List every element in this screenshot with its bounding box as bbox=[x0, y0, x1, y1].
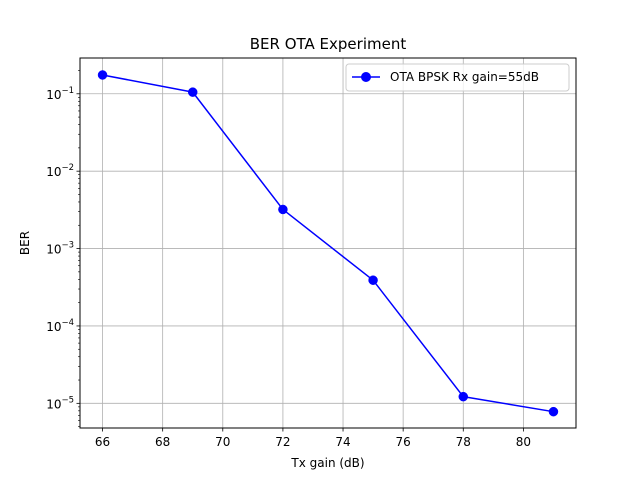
y-tick-base: 10 bbox=[46, 397, 61, 411]
y-tick-exponent: −5 bbox=[61, 395, 74, 405]
x-tick-label: 70 bbox=[215, 435, 230, 449]
y-tick-label: 10−5 bbox=[46, 395, 74, 411]
x-tick-label: 66 bbox=[95, 435, 110, 449]
grid bbox=[80, 58, 576, 428]
y-tick-base: 10 bbox=[46, 165, 61, 179]
y-tick-label: 10−3 bbox=[46, 241, 74, 257]
legend-entry: OTA BPSK Rx gain=55dB bbox=[390, 70, 539, 84]
plot-frame bbox=[79, 57, 577, 429]
y-tick-base: 10 bbox=[46, 320, 61, 334]
data-point bbox=[97, 70, 108, 80]
y-tick-base: 10 bbox=[46, 243, 61, 257]
y-tick-base: 10 bbox=[46, 88, 61, 102]
x-tick-label: 74 bbox=[335, 435, 350, 449]
x-tick-label: 76 bbox=[396, 435, 411, 449]
y-tick-exponent: −2 bbox=[61, 163, 74, 173]
legend-marker bbox=[361, 72, 371, 82]
x-tick-label: 78 bbox=[456, 435, 471, 449]
y-tick-label: 10−1 bbox=[46, 86, 74, 102]
series-layer bbox=[97, 70, 559, 417]
data-point bbox=[278, 204, 288, 215]
data-point bbox=[368, 275, 378, 285]
y-axis-label: BER bbox=[18, 231, 32, 255]
y-tick-exponent: −4 bbox=[61, 318, 74, 328]
y-tick-label: 10−2 bbox=[46, 163, 74, 179]
data-point bbox=[548, 406, 559, 417]
data-point bbox=[458, 391, 469, 402]
x-tick-label: 80 bbox=[516, 435, 531, 449]
data-point bbox=[187, 87, 198, 97]
chart-title: BER OTA Experiment bbox=[250, 35, 407, 53]
x-tick-label: 72 bbox=[275, 435, 290, 449]
y-tick-exponent: −3 bbox=[61, 241, 74, 251]
series-line bbox=[102, 74, 554, 413]
y-tick-exponent: −1 bbox=[61, 86, 74, 96]
y-tick-label: 10−4 bbox=[46, 318, 74, 334]
legend: OTA BPSK Rx gain=55dB bbox=[345, 63, 570, 92]
legend-box bbox=[345, 63, 570, 92]
x-axis-label: Tx gain (dB) bbox=[290, 456, 364, 470]
x-tick-label: 68 bbox=[155, 435, 170, 449]
